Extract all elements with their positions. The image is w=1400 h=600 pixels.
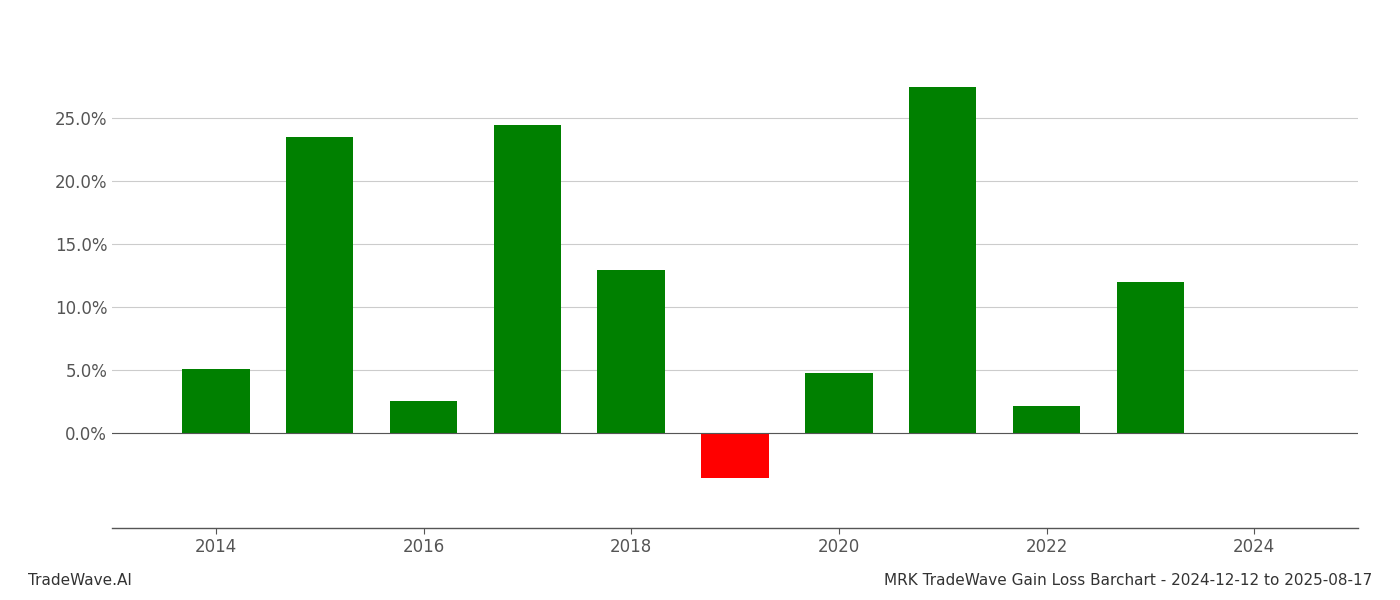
Bar	[701, 433, 769, 478]
Bar	[805, 373, 872, 433]
Bar	[909, 87, 976, 433]
Bar	[286, 137, 353, 433]
Bar	[182, 369, 249, 433]
Text: MRK TradeWave Gain Loss Barchart - 2024-12-12 to 2025-08-17: MRK TradeWave Gain Loss Barchart - 2024-…	[883, 573, 1372, 588]
Bar	[389, 401, 458, 433]
Bar	[494, 125, 561, 433]
Bar	[598, 269, 665, 433]
Bar	[1117, 282, 1184, 433]
Bar	[1012, 406, 1081, 433]
Text: TradeWave.AI: TradeWave.AI	[28, 573, 132, 588]
